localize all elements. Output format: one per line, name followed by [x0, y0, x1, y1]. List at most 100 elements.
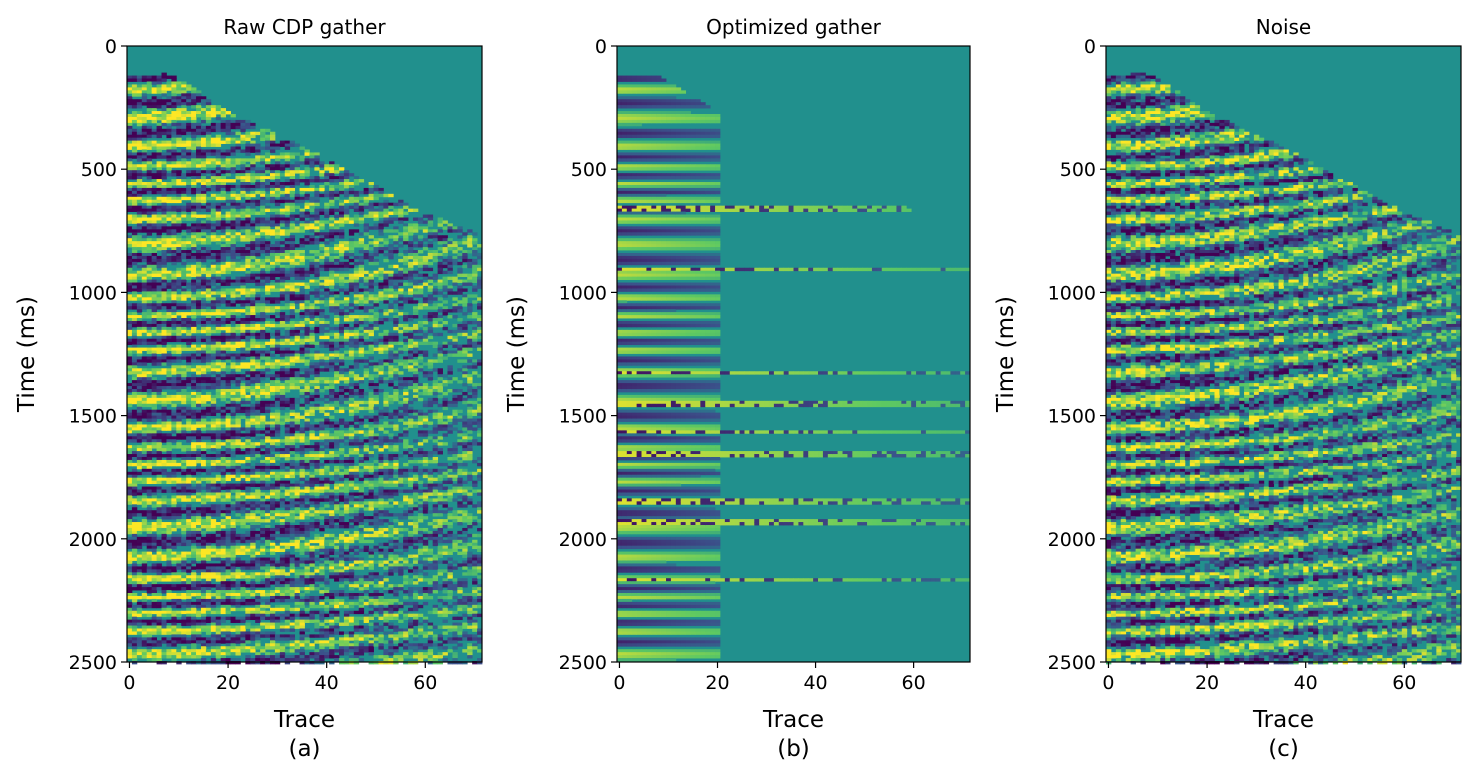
heatmap-cell: [225, 365, 231, 369]
heatmap-cell: [255, 634, 261, 638]
heatmap-cell: [235, 122, 241, 127]
heatmap-cell: [265, 335, 271, 340]
heatmap-cell: [215, 329, 222, 334]
heatmap-cell: [284, 341, 291, 346]
heatmap-cell: [191, 309, 197, 313]
heatmap-cell: [215, 111, 222, 115]
heatmap-cell: [171, 587, 177, 591]
heatmap-cell: [196, 587, 202, 591]
heatmap-cell: [151, 111, 157, 115]
heatmap-cell: [284, 403, 291, 408]
heatmap-cell: [269, 264, 276, 269]
heatmap-cell: [191, 637, 197, 641]
heatmap-cell: [127, 184, 133, 189]
heatmap-cell: [151, 164, 157, 168]
heatmap-cell: [235, 261, 241, 266]
heatmap-cell: [151, 581, 157, 585]
heatmap-cell: [279, 646, 286, 650]
heatmap-cell: [250, 433, 256, 437]
heatmap-cell: [235, 584, 241, 588]
heatmap-cell: [127, 78, 133, 82]
heatmap-cell: [200, 128, 207, 133]
heatmap-cell: [141, 223, 148, 227]
heatmap-cell: [279, 211, 286, 215]
heatmap-cell: [171, 291, 177, 295]
heatmap-cell: [176, 359, 182, 363]
heatmap-cell: [274, 211, 281, 215]
heatmap-cell: [205, 516, 212, 520]
heatmap-cell: [186, 87, 192, 91]
heatmap-cell: [131, 581, 138, 585]
heatmap-cell: [136, 220, 143, 224]
heatmap-cell: [127, 359, 133, 363]
heatmap-cell: [186, 303, 192, 307]
heatmap-cell: [136, 394, 143, 399]
heatmap-cell: [215, 143, 222, 147]
heatmap-cell: [240, 646, 246, 650]
heatmap-cell: [240, 427, 246, 431]
heatmap-cell: [151, 622, 157, 626]
heatmap-cell: [240, 388, 246, 393]
heatmap-cell: [151, 241, 157, 245]
heatmap-cell: [250, 276, 256, 280]
heatmap-cell: [269, 173, 276, 177]
heatmap-cell: [141, 388, 148, 393]
heatmap-cell: [245, 380, 251, 384]
heatmap-cell: [200, 241, 207, 245]
heatmap-cell: [220, 492, 227, 496]
heatmap-cell: [260, 318, 266, 322]
heatmap-cell: [141, 161, 148, 165]
heatmap-cell: [210, 504, 217, 508]
heatmap-cell: [240, 329, 246, 334]
heatmap-cell: [205, 285, 212, 289]
heatmap-cell: [151, 409, 157, 414]
heatmap-cell: [225, 634, 231, 638]
heatmap-cell: [136, 368, 143, 372]
heatmap-cell: [220, 282, 227, 286]
heatmap-cell: [146, 486, 153, 490]
heatmap-cell: [265, 161, 271, 165]
heatmap-cell: [136, 247, 143, 251]
heatmap-cell: [127, 323, 133, 328]
heatmap-cell: [260, 527, 266, 532]
heatmap-cell: [186, 569, 192, 573]
heatmap-cell: [235, 320, 241, 325]
heatmap-cell: [196, 578, 202, 582]
heatmap-cell: [230, 590, 236, 594]
heatmap-cell: [196, 593, 202, 597]
heatmap-cell: [186, 312, 192, 316]
heatmap-cell: [127, 152, 133, 156]
heatmap-cell: [146, 590, 153, 594]
heatmap-cell: [166, 471, 172, 476]
heatmap-cell: [141, 465, 148, 470]
heatmap-cell: [260, 421, 266, 425]
heatmap-cell: [225, 436, 231, 440]
heatmap-cell: [141, 584, 148, 588]
heatmap-cell: [240, 560, 246, 564]
heatmap-cell: [186, 116, 192, 121]
heatmap-cell: [255, 403, 261, 408]
heatmap-cell: [220, 226, 227, 230]
heatmap-cell: [210, 368, 217, 372]
heatmap-cell: [284, 400, 291, 405]
heatmap-cell: [131, 483, 138, 487]
heatmap-cell: [186, 610, 192, 615]
heatmap-cell: [176, 338, 182, 343]
heatmap-cell: [136, 492, 143, 496]
heatmap-cell: [284, 173, 291, 177]
heatmap-cell: [166, 655, 172, 659]
heatmap-cell: [250, 539, 256, 544]
heatmap-cell: [127, 315, 133, 319]
heatmap-cell: [166, 421, 172, 425]
heatmap-cell: [127, 170, 133, 174]
heatmap-cell: [146, 158, 153, 162]
heatmap-cell: [151, 282, 157, 286]
heatmap-cell: [200, 114, 207, 118]
heatmap-cell: [279, 143, 286, 147]
heatmap-cell: [265, 140, 271, 144]
heatmap-cell: [136, 430, 143, 434]
heatmap-cell: [230, 545, 236, 550]
heatmap-cell: [171, 170, 177, 174]
heatmap-cell: [131, 214, 138, 218]
heatmap-cell: [269, 344, 276, 348]
